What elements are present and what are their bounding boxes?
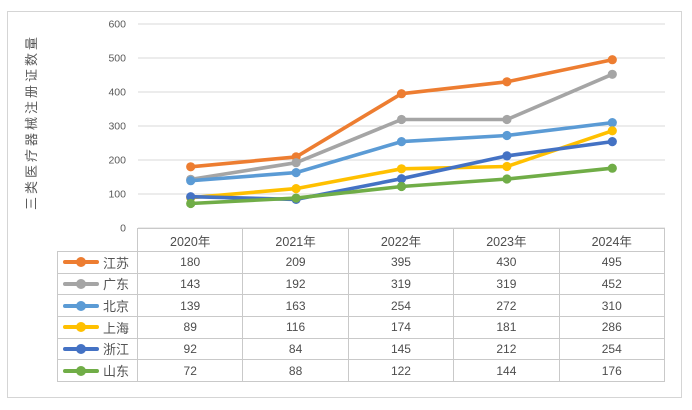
value-cell: 122: [348, 360, 455, 382]
value-cell: 212: [454, 338, 560, 361]
value-cell: 430: [454, 252, 560, 274]
value-cell: 145: [348, 338, 455, 361]
year-header-cell: 2021年: [243, 228, 349, 252]
legend-item: 上海: [57, 316, 138, 339]
legend-line-marker-icon: [63, 300, 99, 311]
value-cell: 495: [559, 252, 665, 274]
legend-line-marker-icon: [63, 365, 99, 376]
value-cell: 209: [243, 252, 349, 274]
value-cell: 286: [559, 316, 665, 339]
value-cell: 143: [138, 273, 244, 296]
value-cell: 84: [243, 338, 349, 361]
legend-item: 浙江: [57, 338, 138, 361]
series-name-label: 江苏: [103, 255, 130, 271]
value-cell: 92: [138, 338, 244, 361]
series-name-label: 上海: [103, 320, 130, 336]
value-cell: 89: [138, 316, 244, 339]
year-header-cell: 2022年: [348, 228, 455, 252]
legend-line-marker-icon: [63, 278, 99, 289]
legend-item: 江苏: [57, 252, 138, 274]
legend-dot-icon: [76, 322, 86, 333]
year-header-cell: 2024年: [559, 228, 665, 252]
value-cell: 181: [454, 316, 560, 339]
legend-dot-icon: [76, 365, 86, 376]
value-cell: 254: [559, 338, 665, 361]
value-cell: 176: [559, 360, 665, 382]
series-name-label: 广东: [103, 277, 130, 293]
value-cell: 72: [138, 360, 244, 382]
value-cell: 319: [348, 273, 455, 296]
y-axis-title: 三类医疗器械注册证数量: [24, 34, 39, 211]
legend-item: 北京: [57, 295, 138, 317]
legend-item: 广东: [57, 273, 138, 296]
legend-line-marker-icon: [63, 257, 99, 268]
value-cell: 452: [559, 273, 665, 296]
year-header-cell: 2020年: [138, 228, 244, 252]
series-name-label: 北京: [103, 299, 130, 315]
value-cell: 310: [559, 295, 665, 317]
legend-dot-icon: [76, 278, 86, 289]
value-cell: 144: [454, 360, 560, 382]
value-cell: 395: [348, 252, 455, 274]
value-cell: 163: [243, 295, 349, 317]
value-cell: 174: [348, 316, 455, 339]
value-cell: 192: [243, 273, 349, 296]
legend-line-marker-icon: [63, 343, 99, 354]
legend-dot-icon: [76, 257, 86, 268]
value-cell: 88: [243, 360, 349, 382]
series-name-label: 山东: [103, 364, 130, 380]
legend-dot-icon: [76, 343, 86, 354]
value-cell: 116: [243, 316, 349, 339]
legend-item: 山东: [57, 360, 138, 382]
value-cell: 319: [454, 273, 560, 296]
value-cell: 272: [454, 295, 560, 317]
legend-header-spacer: [57, 228, 138, 252]
series-name-label: 浙江: [103, 342, 130, 358]
data-table: 2020年 2021年 2022年 2023年 2024年江苏 180 209 395 430 4…: [57, 228, 665, 382]
legend-dot-icon: [76, 300, 86, 311]
value-cell: 180: [138, 252, 244, 274]
year-header-cell: 2023年: [454, 228, 560, 252]
legend-line-marker-icon: [63, 322, 99, 333]
value-cell: 139: [138, 295, 244, 317]
value-cell: 254: [348, 295, 455, 317]
